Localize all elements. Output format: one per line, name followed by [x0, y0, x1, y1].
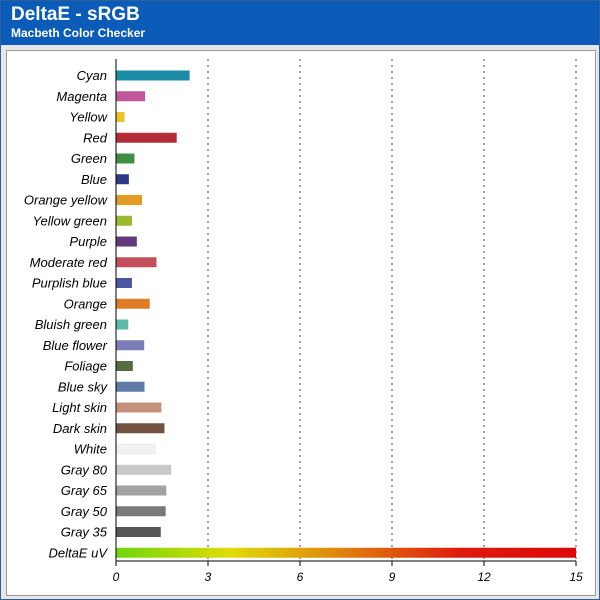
- category-label: Orange: [64, 296, 107, 311]
- category-label: Dark skin: [53, 421, 107, 436]
- x-tick-label: 3: [205, 570, 212, 584]
- category-label: Gray 80: [61, 462, 108, 477]
- x-tick-label: 12: [477, 570, 491, 584]
- chart-title: DeltaE - sRGB: [11, 4, 140, 25]
- bar-dark-skin: [116, 423, 165, 434]
- bar-moderate-red: [116, 257, 157, 268]
- category-label: Gray 35: [61, 525, 108, 540]
- x-tick-label: 6: [297, 570, 304, 584]
- bar-cyan: [116, 70, 190, 81]
- bar-blue-sky: [116, 381, 145, 392]
- category-label: Blue: [81, 172, 107, 187]
- category-label: Yellow green: [33, 213, 107, 228]
- bar-magenta: [116, 91, 146, 102]
- category-label: Bluish green: [35, 317, 107, 332]
- x-tick-label: 9: [389, 570, 396, 584]
- bar-light-skin: [116, 402, 162, 413]
- bar-yellow-green: [116, 215, 132, 226]
- bar-foliage: [116, 361, 133, 371]
- category-label: Orange yellow: [24, 193, 109, 208]
- category-label: Blue flower: [43, 338, 108, 353]
- category-label: Gray 50: [61, 504, 108, 519]
- x-tick-label: 0: [113, 570, 120, 584]
- category-label: Yellow: [69, 110, 108, 125]
- bar-gray-80: [116, 464, 172, 475]
- bar-red: [116, 132, 177, 143]
- category-label: Purple: [69, 234, 107, 249]
- bar-gray-65: [116, 485, 167, 496]
- bar-chart: Cyan Magenta Yellow Red Green Blue Orange yell…: [24, 59, 583, 584]
- bar-yellow: [116, 112, 125, 122]
- bar-orange-yellow: [116, 195, 143, 205]
- bar-purple: [116, 236, 137, 247]
- bar-white: [115, 443, 156, 455]
- category-label: Magenta: [56, 89, 107, 104]
- bar-orange: [116, 298, 150, 309]
- bar-blue-flower: [116, 340, 145, 351]
- bar-purplish-blue: [116, 278, 132, 288]
- category-label: Red: [83, 130, 108, 145]
- category-label: Green: [71, 151, 107, 166]
- bar-gray-50: [116, 506, 166, 517]
- category-label: Cyan: [77, 68, 107, 83]
- category-label: White: [74, 442, 107, 457]
- category-label: Purplish blue: [32, 276, 107, 291]
- bar-green: [116, 153, 135, 164]
- bar-blue: [116, 174, 129, 185]
- bar-bluish-green: [116, 319, 129, 330]
- chart-subtitle: Macbeth Color Checker: [11, 26, 146, 40]
- category-label: Blue sky: [58, 379, 109, 394]
- bar-deltae-uv: [116, 547, 576, 558]
- category-label: Gray 65: [61, 483, 108, 498]
- category-label: Foliage: [64, 359, 107, 374]
- category-label: Moderate red: [30, 255, 108, 270]
- x-tick-label: 15: [569, 570, 583, 584]
- bar-gray-35: [116, 527, 161, 537]
- header-bar: DeltaE - sRGB Macbeth Color Checker: [1, 1, 599, 45]
- chart-plot-panel: Cyan Magenta Yellow Red Green Blue Orange yell…: [6, 50, 596, 596]
- category-label: Light skin: [52, 400, 107, 415]
- category-label: DeltaE uV: [48, 545, 108, 560]
